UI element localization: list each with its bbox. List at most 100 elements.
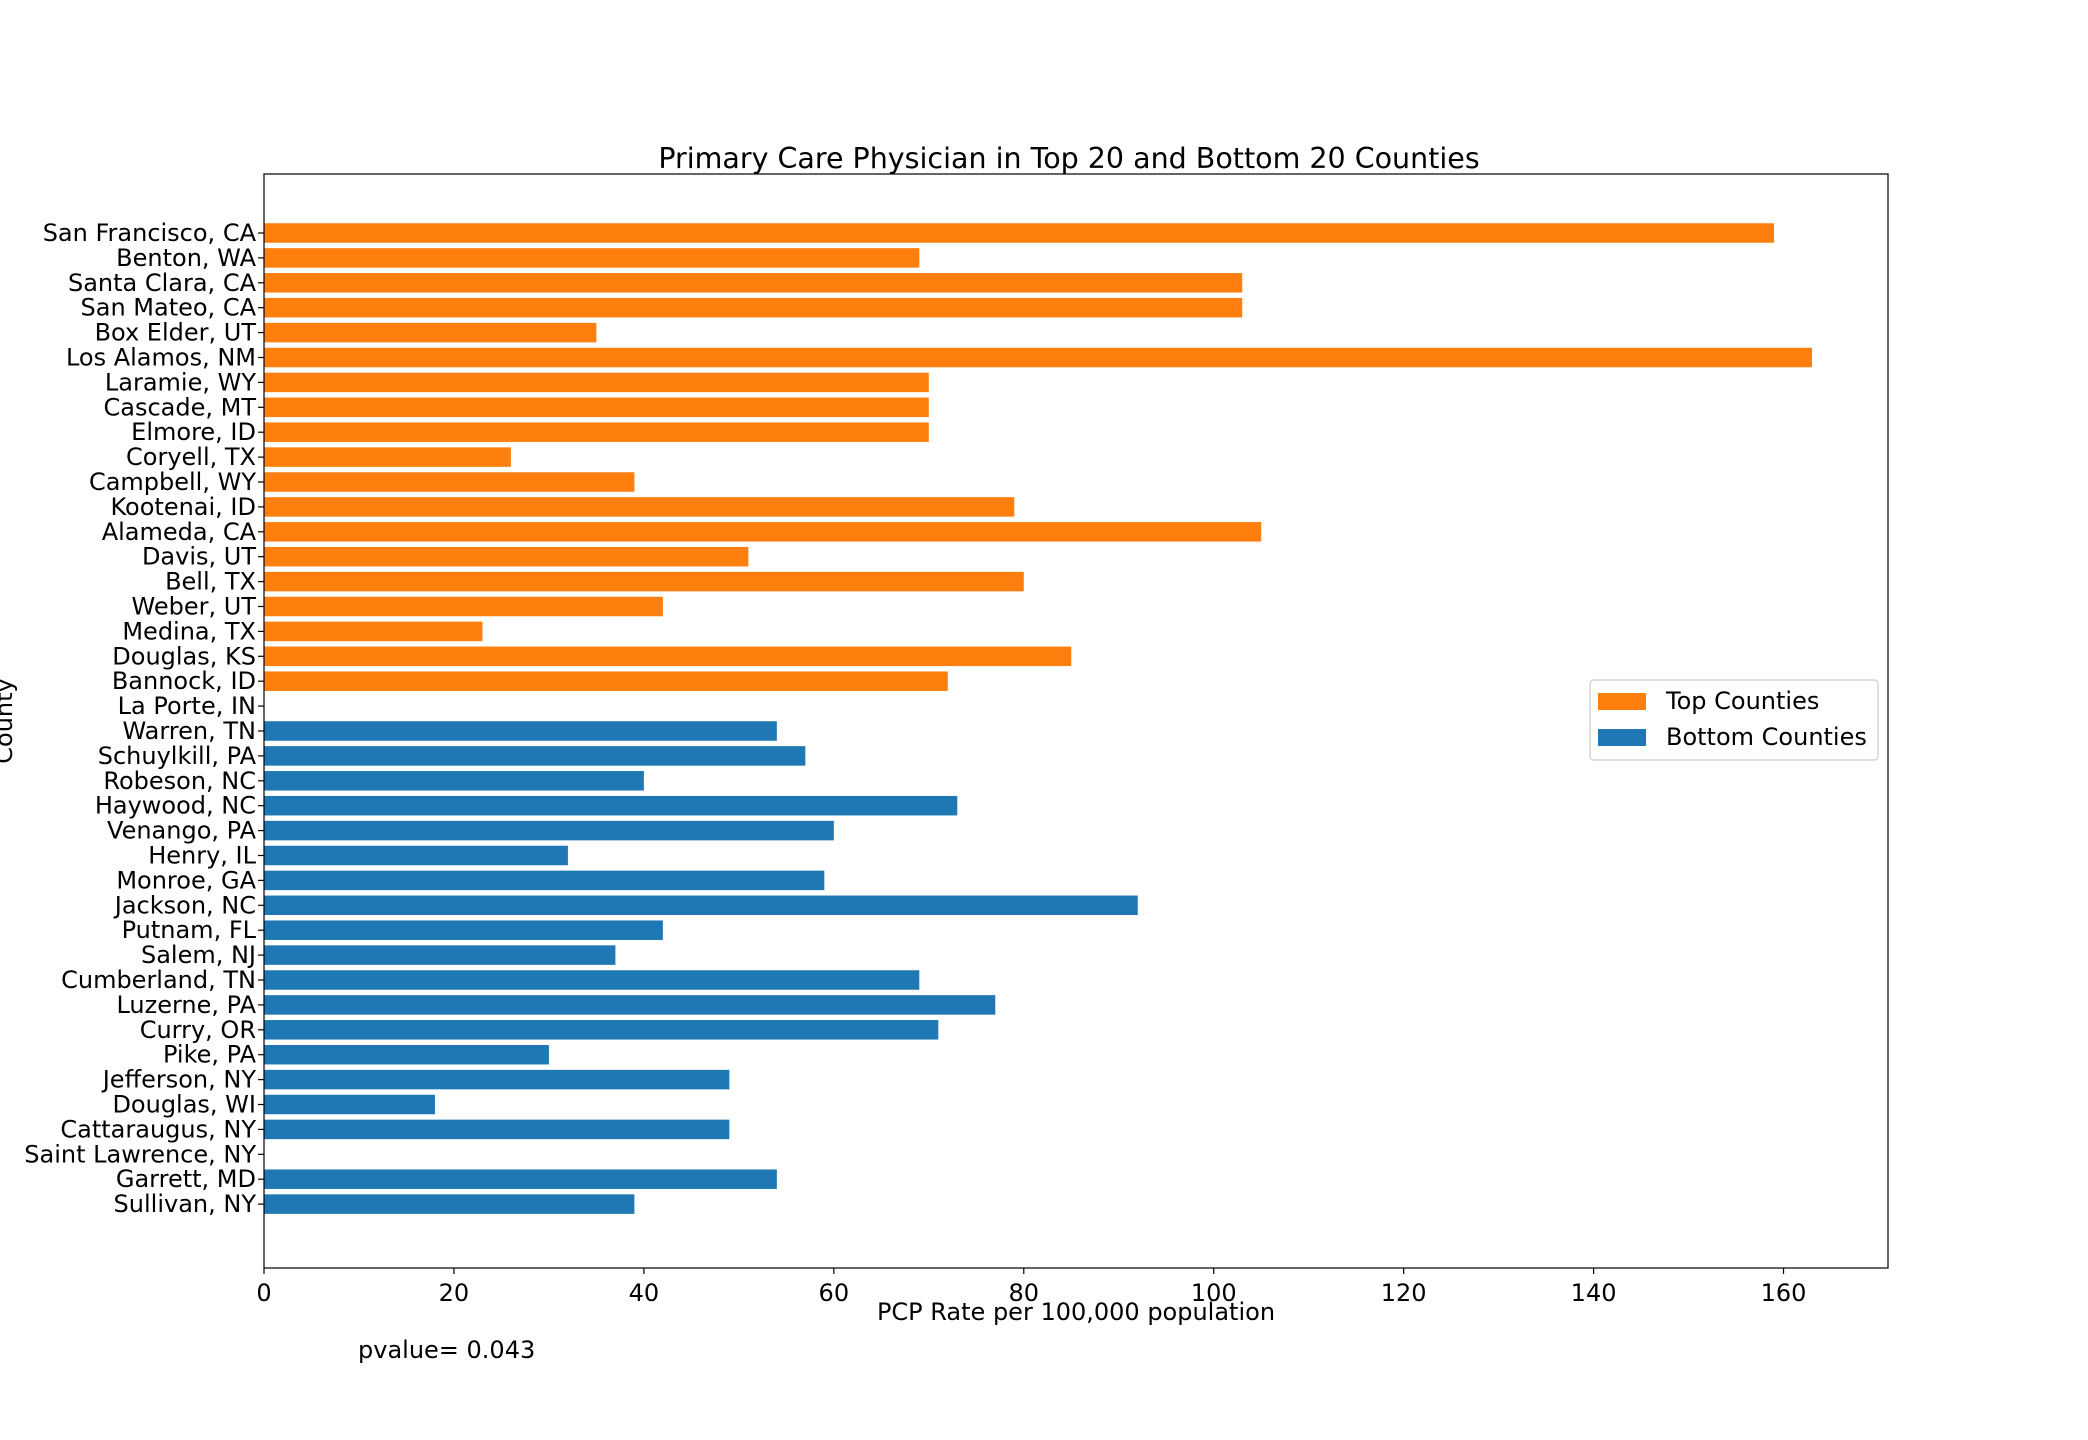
bar-top-3	[264, 297, 1243, 318]
y-tick-label: San Francisco, CA	[43, 219, 257, 247]
y-tick-label: Saint Lawrence, NY	[24, 1140, 256, 1168]
legend-swatch-top	[1598, 693, 1646, 710]
y-tick-label: Medina, TX	[122, 617, 256, 645]
x-tick-label: 20	[439, 1279, 470, 1307]
y-tick-label: Douglas, WI	[112, 1091, 256, 1119]
bar-top-0	[264, 223, 1775, 243]
bar-top-16	[264, 621, 483, 642]
bar-bottom-24	[264, 820, 834, 841]
bar-top-14	[264, 571, 1024, 592]
x-tick-label: 0	[256, 1279, 271, 1307]
bar-bottom-35	[264, 1094, 435, 1115]
bar-bottom-22	[264, 771, 644, 791]
y-tick-label: Curry, OR	[140, 1016, 256, 1044]
y-tick-label: Jefferson, NY	[101, 1066, 257, 1094]
bar-top-13	[264, 546, 749, 567]
bar-top-11	[264, 497, 1015, 517]
y-tick-label: Henry, IL	[148, 842, 256, 870]
x-tick-label: 40	[629, 1279, 660, 1307]
bar-bottom-33	[264, 1044, 549, 1065]
bar-top-1	[264, 248, 920, 268]
bar-bottom-30	[264, 970, 920, 990]
bar-bottom-20	[264, 721, 777, 741]
bar-top-18	[264, 671, 948, 691]
y-tick-label: Alameda, CA	[102, 518, 257, 546]
bar-bottom-27	[264, 895, 1138, 916]
bar-bottom-39	[264, 1194, 635, 1214]
legend-label-bottom: Bottom Counties	[1666, 723, 1867, 751]
legend-swatch-bottom	[1598, 729, 1646, 746]
y-axis-title: County	[0, 678, 18, 763]
bar-top-15	[264, 596, 663, 617]
y-tick-label: Bannock, ID	[112, 667, 256, 695]
y-tick-label: Benton, WA	[116, 244, 256, 272]
y-tick-label: Garrett, MD	[116, 1165, 256, 1193]
legend-label-top: Top Counties	[1665, 687, 1819, 715]
y-tick-label: Cattaraugus, NY	[60, 1115, 256, 1143]
bar-bottom-31	[264, 995, 996, 1015]
y-tick-label: Weber, UT	[132, 593, 257, 621]
y-tick-label: Robeson, NC	[103, 767, 256, 795]
legend: Top Counties Bottom Counties	[1589, 679, 1879, 761]
y-tick-label: Salem, NJ	[141, 941, 256, 969]
bar-top-4	[264, 322, 597, 343]
bar-top-10	[264, 472, 635, 492]
bar-top-6	[264, 372, 929, 393]
bar-bottom-38	[264, 1169, 777, 1189]
x-tick-label: 60	[819, 1279, 850, 1307]
y-tick-label: Luzerne, PA	[116, 991, 256, 1019]
y-tick-label: Pike, PA	[163, 1041, 257, 1069]
bar-top-17	[264, 646, 1072, 667]
y-tick-label: Santa Clara, CA	[68, 269, 257, 297]
chart-title: Primary Care Physician in Top 20 and Bot…	[658, 142, 1479, 175]
x-axis-title: PCP Rate per 100,000 population	[877, 1298, 1275, 1326]
y-tick-label: Campbell, WY	[89, 468, 256, 496]
bars-group	[264, 223, 1813, 1214]
x-tick-label: 140	[1571, 1279, 1617, 1307]
y-tick-label: San Mateo, CA	[81, 294, 257, 322]
y-tick-label: Box Elder, UT	[95, 319, 257, 347]
y-tick-label: Cascade, MT	[104, 393, 257, 421]
bar-bottom-28	[264, 920, 663, 940]
y-tick-label: Haywood, NC	[95, 792, 256, 820]
y-tick-label: Jackson, NC	[113, 891, 256, 919]
y-tick-label: Davis, UT	[142, 543, 256, 571]
legend-frame	[1589, 679, 1879, 761]
y-tick-label: Putnam, FL	[122, 916, 257, 944]
bar-bottom-32	[264, 1020, 939, 1040]
bar-bottom-21	[264, 746, 806, 766]
y-tick-label: Kootenai, ID	[111, 493, 257, 521]
y-tick-label: Douglas, KS	[112, 642, 256, 670]
y-tick-label: Coryell, TX	[126, 443, 256, 471]
bar-top-9	[264, 447, 511, 467]
y-tick-label: Schuylkill, PA	[98, 742, 257, 770]
bar-top-2	[264, 273, 1243, 293]
plot-frame	[263, 173, 1889, 1269]
y-tick-label: Venango, PA	[107, 817, 257, 845]
bar-bottom-29	[264, 945, 616, 965]
bar-bottom-34	[264, 1069, 730, 1090]
y-tick-label: Warren, TN	[122, 717, 256, 745]
x-tick-label: 160	[1761, 1279, 1807, 1307]
y-tick-label: Cumberland, TN	[61, 966, 256, 994]
y-tick-label: Laramie, WY	[105, 368, 256, 396]
bar-top-12	[264, 522, 1262, 542]
y-tick-label: Monroe, GA	[116, 866, 256, 894]
y-tick-label: Sullivan, NY	[114, 1190, 257, 1218]
bar-bottom-26	[264, 870, 825, 891]
x-tick-label: 100	[1191, 1279, 1237, 1307]
x-tick-label: 120	[1381, 1279, 1427, 1307]
bar-bottom-25	[264, 845, 568, 866]
bar-top-7	[264, 397, 929, 418]
bar-bottom-23	[264, 795, 958, 816]
bar-top-8	[264, 422, 929, 442]
y-tick-label: Elmore, ID	[131, 418, 256, 446]
y-tick-label: Bell, TX	[165, 568, 256, 596]
x-axis: 0 20 40 60 80 100 120 140 160	[256, 1268, 1806, 1307]
bar-top-5	[264, 347, 1813, 368]
bar-bottom-36	[264, 1119, 730, 1140]
y-tick-label: Los Alamos, NM	[66, 344, 256, 372]
y-tick-label: La Porte, IN	[118, 692, 256, 720]
